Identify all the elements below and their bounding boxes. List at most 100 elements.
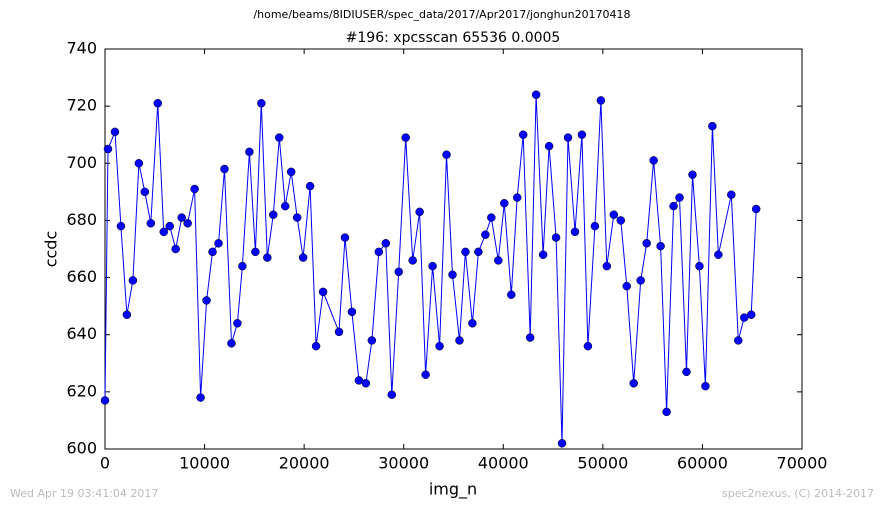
data-point [134,159,144,168]
data-point [334,327,344,337]
data-point [298,253,308,262]
y-tick-label: 700 [66,153,97,172]
data-point [374,247,384,257]
data-point [280,201,290,211]
data-point [551,233,561,242]
data-point [361,379,371,388]
y-tick-label: 660 [66,267,97,286]
y-tick-label: 680 [66,210,97,229]
data-point [347,307,357,317]
data-point [583,341,593,351]
x-tick-label: 60000 [677,454,728,473]
data-point [512,193,522,202]
data-point [275,133,284,142]
data-point [746,310,756,319]
data-point [507,290,516,299]
data-point [688,170,697,179]
plot-frame [104,48,803,450]
data-point [682,367,691,377]
data-point [140,187,150,197]
data-point [494,256,503,265]
data-point [183,219,192,228]
data-point [387,390,397,399]
data-point [642,239,651,248]
data-point [531,90,541,99]
data-point [269,210,278,219]
header: /home/beams/8IDIUSER/spec_data/2017/Apr2… [253,8,630,21]
data-point [695,261,704,271]
footer-right: spec2nexus, (C) 2014-2017 [722,487,874,500]
data-point [100,396,110,405]
data-point [570,227,580,237]
data-point [233,319,242,328]
data-point [714,250,723,259]
data-point [103,144,113,154]
data-point [305,181,315,191]
data-point [727,190,736,199]
data-point [292,213,302,222]
x-tick-label: 70000 [777,454,828,473]
data-point [563,133,573,142]
data-point [286,167,296,177]
data-point [577,130,587,139]
data-point [590,221,600,231]
data-point [116,221,126,231]
data-point [544,141,554,151]
y-tick-label: 640 [66,324,97,343]
data-point [629,379,638,388]
data-point [208,247,217,257]
data-point [311,341,321,351]
x-tick-label: 10000 [179,454,230,473]
data-point [251,247,260,257]
x-tick-label: 50000 [577,454,628,473]
data-point [474,247,483,257]
data-point [609,210,619,219]
data-point [220,164,229,174]
data-point [669,201,678,211]
y-tick-label: 600 [66,439,97,458]
data-point [153,99,163,108]
data-point [128,276,138,285]
y-tick-label: 740 [66,39,97,58]
chart-title: #196: xpcsscan 65536 0.0005 [346,30,561,46]
data-point [318,287,328,297]
data-point [394,267,403,277]
data-point [415,207,424,217]
x-tick-label: 30000 [378,454,429,473]
data-point [487,213,496,222]
data-point [190,184,199,194]
data-point [481,230,490,239]
data-point [171,244,180,254]
footer-left: Wed Apr 19 03:41:04 2017 [10,487,158,500]
data-point [367,336,377,345]
data-point [616,216,626,225]
data-point [701,381,710,391]
data-point [159,227,168,237]
data-point [525,333,535,342]
data-point [734,336,743,345]
data-point [122,310,132,319]
data-point [751,204,761,214]
data-point [602,261,612,271]
x-label: img_n [429,480,477,500]
data-point [257,99,266,108]
data-point [401,133,410,142]
data-point [263,253,272,262]
x-tick-label: 40000 [478,454,529,473]
data-point [227,339,236,348]
y-tick-label: 620 [66,381,97,400]
data-point [421,370,430,379]
data-point [340,233,350,242]
data-point [110,127,120,137]
data-point [214,239,223,248]
y-tick-label: 720 [66,96,97,115]
data-point [636,276,645,285]
data-point [708,121,717,131]
data-point [165,221,174,231]
data-point [177,213,186,222]
data-point [238,261,247,271]
data-point [202,296,211,305]
data-point [442,150,451,159]
